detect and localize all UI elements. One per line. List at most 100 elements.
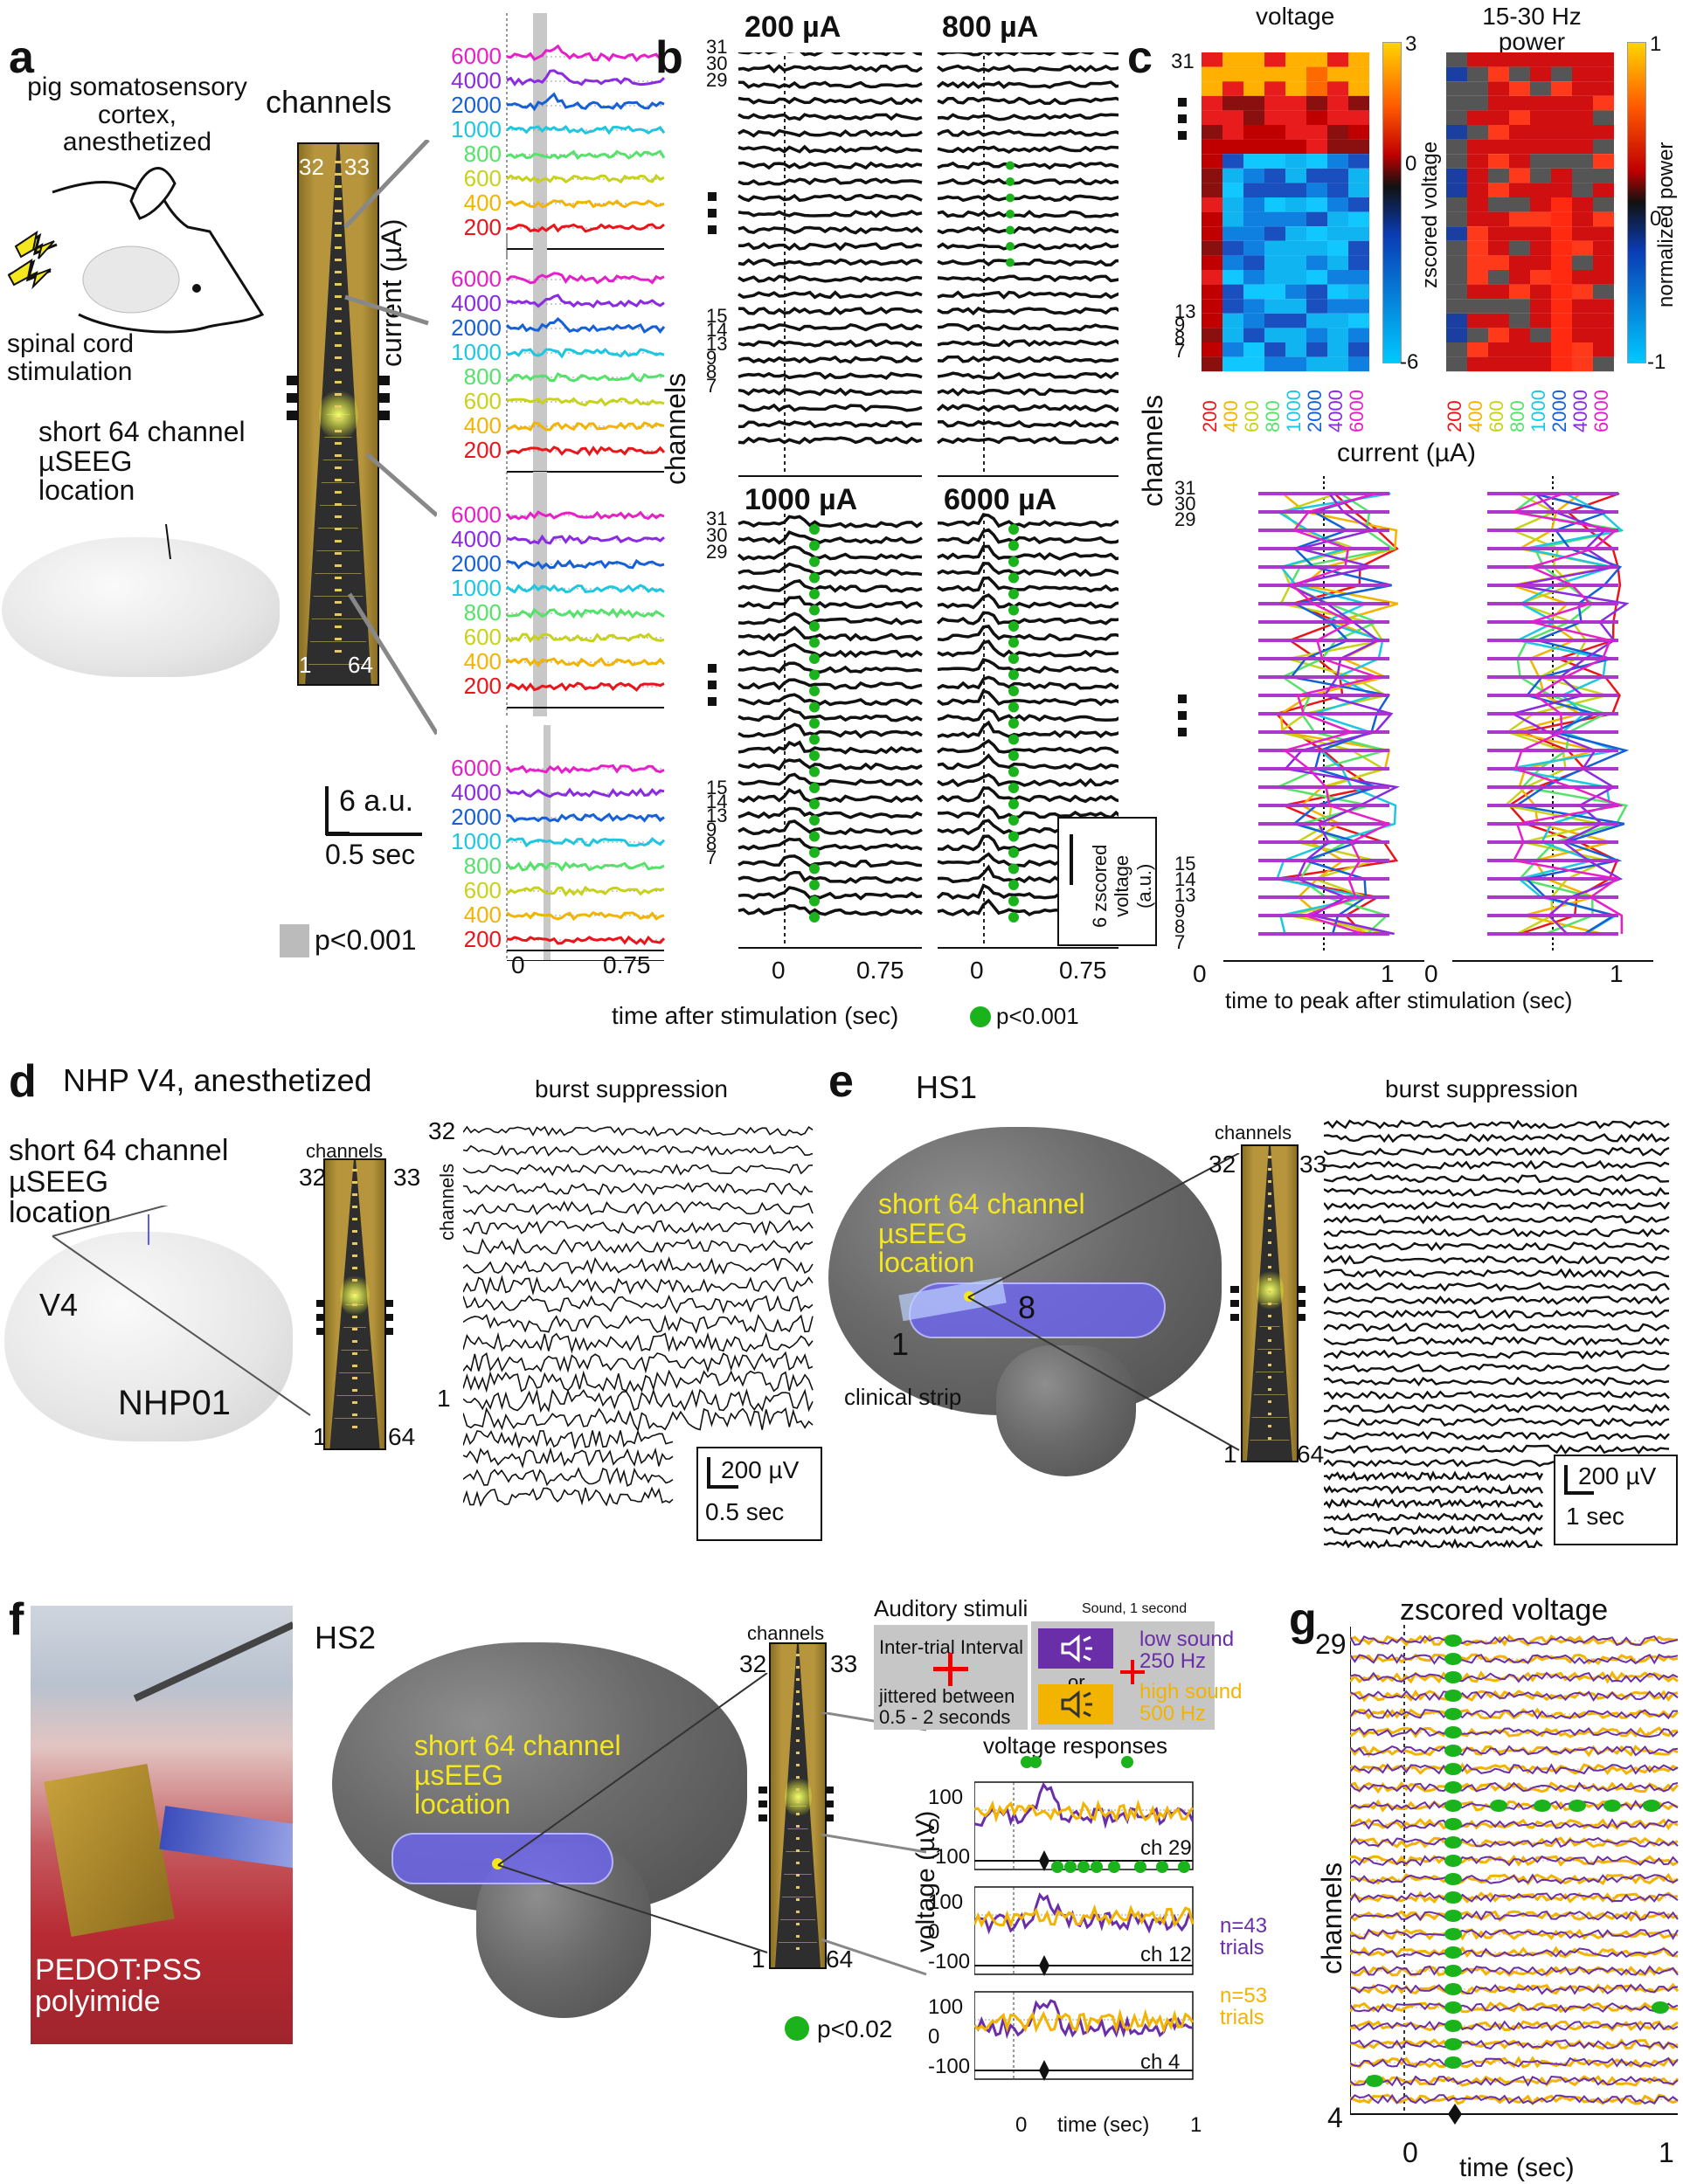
g-trace-low-22 [1350, 2039, 1679, 2050]
b-ch-bot-0-4: 8 [706, 361, 717, 383]
f-probe-64: 64 [826, 1946, 854, 1973]
f-connector [497, 1673, 768, 1953]
c-peak-series-1-7 [1508, 492, 1624, 935]
b-trace-0-14 [738, 274, 923, 283]
b-trace-1-9 [937, 193, 1119, 203]
hm1-cell-19-7 [1348, 328, 1369, 342]
hm2-cell-18-0 [1446, 313, 1467, 328]
g-trace-low-17 [1350, 1947, 1679, 1959]
b-trace-0-11 [738, 225, 924, 235]
hm1-cell-15-7 [1348, 270, 1369, 285]
hm2-cell-0-5 [1551, 52, 1572, 67]
b-trace-1-23 [937, 419, 1119, 429]
b-ch-bot-0-5: 7 [706, 375, 717, 397]
b-trace-3-14 [937, 738, 1119, 754]
hm2-cell-5-2 [1488, 125, 1509, 140]
e-trace-18 [1324, 1363, 1670, 1373]
hm2-cell-1-7 [1593, 66, 1614, 82]
hm1-cell-14-5 [1306, 255, 1327, 270]
hm2-cell-7-2 [1488, 154, 1509, 169]
hm1-cell-8-6 [1327, 168, 1348, 183]
a-current-label-0-5: 600 [464, 165, 502, 191]
hm1-cell-9-1 [1222, 183, 1243, 197]
g-ylabel: channels [1316, 1862, 1347, 1974]
hm1-cell-6-3 [1264, 139, 1285, 155]
e-trace-23 [1324, 1430, 1670, 1441]
g-sig-1 [1444, 1653, 1462, 1665]
hm1-cell-2-2 [1243, 81, 1264, 96]
g-traces [1350, 1625, 1680, 2125]
g-title: zscored voltage [1400, 1593, 1609, 1627]
f-onset-marker-2 [1039, 2060, 1049, 2081]
hs1-brain-cerebellum [996, 1345, 1136, 1476]
e-channels: channels [1215, 1122, 1292, 1144]
b-trace-0-21 [738, 387, 923, 397]
a-trace-1-3 [506, 348, 665, 359]
g-trace-low-4 [1350, 1708, 1678, 1720]
hm2-cell-7-6 [1572, 154, 1593, 169]
d-ticks-right [384, 1300, 393, 1342]
f-n-high: n=53 trials [1220, 1985, 1267, 2029]
c-peak-series-0-7 [1282, 492, 1392, 936]
b-ch-bot-0-1: 14 [706, 319, 728, 341]
d-trace-7 [463, 1256, 814, 1275]
a-trace-0-5 [506, 173, 665, 184]
c-peak-7: 7 [1174, 931, 1186, 954]
e-trace-22 [1324, 1417, 1670, 1427]
hm1-cell-21-7 [1348, 356, 1369, 372]
c-peak-rows-bottom: 15 14 13 9 8 7 [1174, 854, 1195, 954]
hm1-cell-13-0 [1202, 240, 1222, 256]
d-trace-1: 1 [437, 1385, 451, 1412]
b-trace-3-8 [937, 639, 1119, 658]
b-ticks-1 [708, 664, 720, 714]
g-sig-23 [1444, 2056, 1462, 2069]
b-trace-1-16 [937, 307, 1119, 316]
a-scale-amp: 6 a.u. [339, 784, 414, 818]
hm1-cell-18-7 [1348, 313, 1369, 328]
b-ch-bot-0-3: 9 [706, 347, 717, 369]
hm2-cell-0-2 [1488, 52, 1509, 67]
cXcats1-7: 6000 [1346, 390, 1368, 432]
hm1-cell-15-5 [1306, 270, 1327, 285]
hm1-cell-3-3 [1264, 95, 1285, 111]
g-trace-low-21 [1350, 2020, 1679, 2032]
b-trace-0-2 [738, 80, 923, 89]
b-scale-line3: (a.u.) [1132, 863, 1155, 909]
g-trace-low-18 [1350, 1965, 1679, 1977]
hm2-cell-19-2 [1488, 328, 1509, 342]
f-sig-dot-2 [1121, 1756, 1133, 1768]
hm2-cell-20-7 [1593, 342, 1614, 357]
a-trace-2-7 [505, 681, 665, 692]
hm2-cell-3-4 [1530, 95, 1551, 111]
e-location-3: location [878, 1247, 975, 1279]
e-trace-10 [1324, 1254, 1670, 1266]
hm2-cell-1-5 [1551, 66, 1572, 82]
b-trace-3-9 [937, 658, 1119, 674]
pig-title: pig somatosensory cortex, anesthetized [10, 73, 264, 156]
hm2-cell-20-4 [1530, 342, 1551, 357]
hm2-cell-21-4 [1530, 356, 1551, 372]
hm1-cell-9-3 [1264, 183, 1285, 197]
hm2-cell-17-2 [1488, 299, 1509, 314]
hm2-cell-7-1 [1467, 154, 1488, 169]
hm2-cell-15-5 [1551, 270, 1572, 285]
b-trace-1-12 [937, 242, 1119, 251]
hm1-cell-12-7 [1348, 226, 1369, 241]
b-trace-1-3 [937, 96, 1119, 106]
hm2-cell-20-3 [1509, 342, 1530, 357]
hm2-cell-11-4 [1530, 211, 1551, 227]
a-current-label-3-0: 6000 [451, 755, 502, 781]
hm2-cell-10-3 [1509, 197, 1530, 212]
hm2-cell-21-7 [1593, 356, 1614, 372]
e-trace-17 [1324, 1349, 1670, 1360]
a-trace-0-2 [506, 92, 665, 112]
a-probe-32: 32 [299, 154, 324, 180]
hm1-cell-1-2 [1243, 66, 1264, 82]
cXcats1-5: 2000 [1304, 390, 1326, 432]
b-trace-0-8 [738, 177, 923, 186]
hm1-cell-10-7 [1348, 197, 1369, 212]
pig-probe [297, 142, 379, 686]
hm1-cell-8-4 [1285, 168, 1306, 183]
e-location: short 64 channel µsEEG location [878, 1189, 1085, 1279]
hm2-cell-16-7 [1593, 284, 1614, 300]
